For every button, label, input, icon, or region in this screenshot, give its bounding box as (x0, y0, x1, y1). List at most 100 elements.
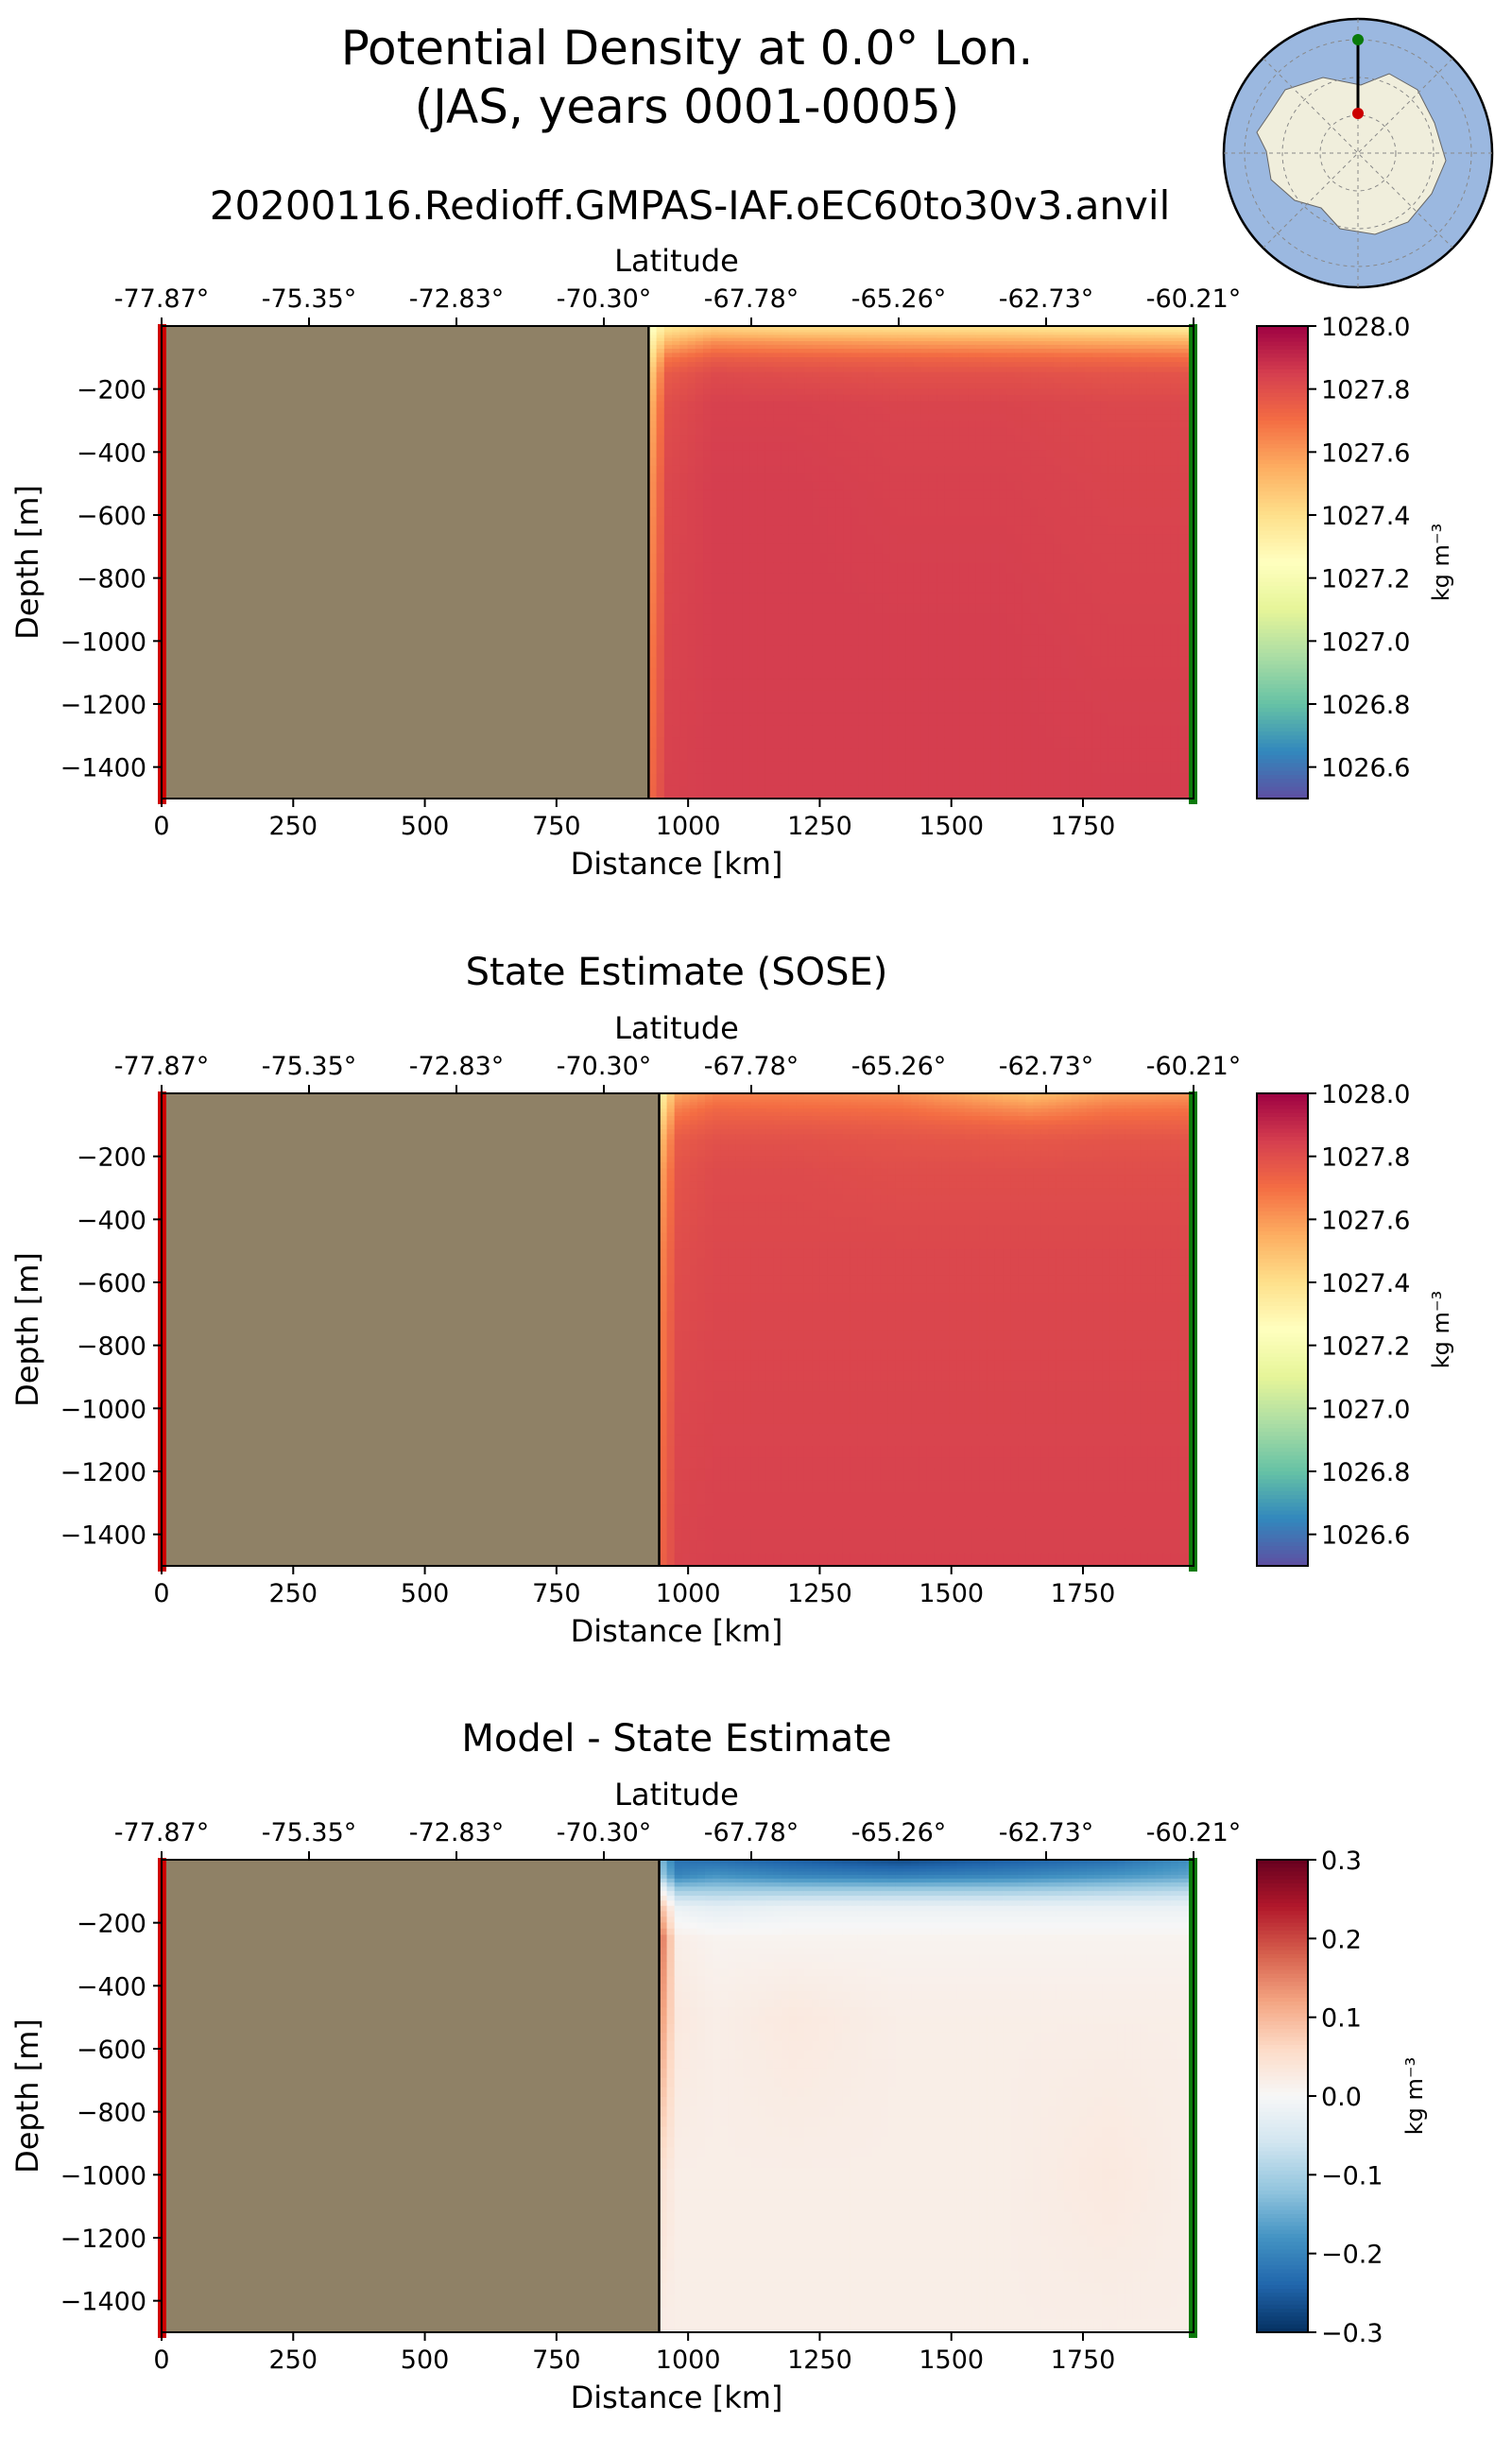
heatmap-cell (749, 713, 759, 727)
heatmap-cell (711, 543, 720, 555)
heatmap-cell (773, 490, 782, 500)
heatmap-cell (757, 525, 766, 536)
heatmap-cell (1076, 603, 1086, 614)
heatmap-cell (1053, 748, 1062, 763)
heatmap-cell (1030, 582, 1039, 594)
heatmap-cell (827, 1111, 835, 1117)
heatmap-cell (1146, 624, 1156, 636)
heatmap-cell (858, 679, 868, 692)
heatmap-cell (1154, 421, 1163, 429)
heatmap-cell (1084, 534, 1093, 545)
heatmap-cell (703, 624, 712, 636)
heatmap-cell (804, 582, 813, 594)
heatmap-cell (882, 377, 891, 384)
heatmap-cell (1100, 593, 1108, 605)
heatmap-cell (889, 785, 899, 799)
colorbar-segment (1257, 495, 1308, 500)
heatmap-cell (874, 481, 884, 491)
heatmap-cell (889, 645, 899, 658)
heatmap-cell (889, 634, 899, 646)
heatmap-cell (663, 335, 673, 339)
heatmap-cell (835, 401, 844, 408)
heatmap-cell (919, 1102, 927, 1107)
heatmap-cell (999, 534, 1007, 545)
heatmap-cell (1091, 421, 1101, 429)
heatmap-cell (835, 773, 844, 787)
heatmap-cell (1131, 645, 1140, 658)
heatmap-cell (1076, 401, 1086, 408)
heatmap-cell (1170, 690, 1179, 703)
heatmap-cell (804, 383, 813, 390)
heatmap-cell (1084, 383, 1093, 390)
heatmap-cell (905, 330, 915, 334)
heatmap-cell (905, 534, 915, 545)
heatmap-cell (687, 421, 696, 429)
heatmap-cell (990, 613, 1000, 626)
heatmap-cell (1069, 328, 1078, 331)
heatmap-cell (1084, 414, 1093, 422)
heatmap-cell (843, 332, 852, 335)
heatmap-cell (882, 427, 891, 437)
heatmap-cell (648, 713, 658, 727)
heatmap-cell (726, 690, 735, 703)
heatmap-cell (999, 656, 1007, 669)
heatmap-cell (749, 737, 759, 750)
heatmap-cell (867, 371, 875, 379)
heatmap-cell (1139, 435, 1148, 443)
heatmap-cell (1131, 690, 1140, 703)
heatmap-cell (804, 414, 813, 422)
heatmap-cell (1162, 383, 1171, 390)
heatmap-cell (920, 473, 930, 483)
heatmap-cell (781, 679, 790, 692)
heatmap-cell (1053, 481, 1062, 491)
heatmap-cell (920, 785, 930, 799)
heatmap-cell (711, 490, 720, 500)
heatmap-cell (1030, 490, 1039, 500)
heatmap-cell (1030, 645, 1039, 658)
heatmap-cell (889, 525, 899, 536)
heatmap-cell (1038, 701, 1047, 714)
heatmap-cell (819, 330, 829, 334)
heatmap-cell (1006, 326, 1016, 329)
heatmap-cell (663, 367, 673, 373)
heatmap-cell (1045, 421, 1055, 429)
heatmap-cell (1069, 701, 1078, 714)
heatmap-cell (1139, 407, 1148, 415)
heatmap-cell (765, 525, 774, 536)
heatmap-cell (1069, 690, 1078, 703)
heatmap-cell (979, 1105, 988, 1109)
heatmap-cell (990, 785, 1000, 799)
heatmap-cell (1030, 525, 1039, 536)
heatmap-cell (1131, 634, 1140, 646)
heatmap-cell (656, 394, 665, 403)
heatmap-cell (1045, 427, 1055, 437)
heatmap-cell (773, 473, 782, 483)
heatmap-cell (889, 562, 899, 574)
heatmap-cell (1084, 562, 1093, 574)
heatmap-cell (882, 490, 891, 500)
heatmap-cell (1100, 613, 1108, 626)
heatmap-cell (843, 490, 852, 500)
heatmap-cell (765, 337, 774, 342)
heatmap-cell (1045, 562, 1055, 574)
heatmap-cell (1140, 1102, 1149, 1107)
heatmap-cell (788, 352, 798, 358)
colorbar-segment (1257, 770, 1308, 776)
heatmap-cell (827, 401, 836, 408)
heatmap-cell (874, 534, 884, 545)
heatmap-cell (882, 725, 891, 738)
heatmap-cell (983, 421, 992, 429)
heatmap-cell (897, 737, 906, 750)
heatmap-cell (1038, 352, 1047, 358)
heatmap-cell (656, 603, 665, 614)
heatmap-cell (835, 427, 844, 437)
heatmap-cell (695, 442, 704, 451)
heatmap-cell (1123, 725, 1132, 738)
heatmap-cell (1177, 543, 1187, 555)
heatmap-cell (689, 1099, 698, 1103)
heatmap-cell (956, 1093, 966, 1096)
heatmap-cell (742, 330, 751, 334)
heatmap-cell (695, 553, 704, 564)
heatmap-cell (804, 553, 813, 564)
heatmap-cell (850, 748, 860, 763)
